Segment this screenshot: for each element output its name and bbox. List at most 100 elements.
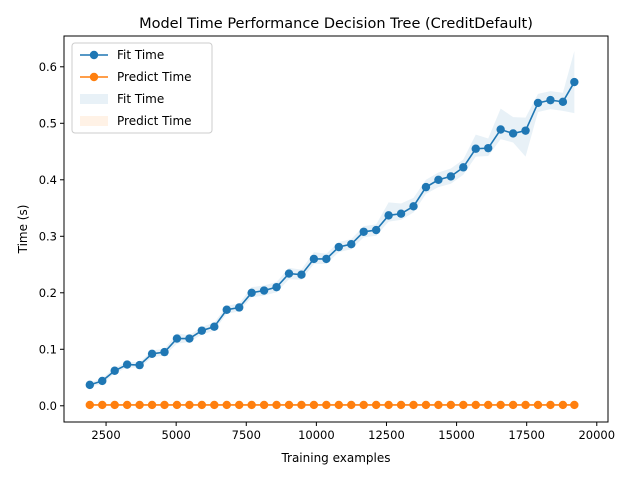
point-series-1-6 [160,400,169,410]
point-series-0-37 [546,95,555,105]
point-series-1-13 [247,400,256,410]
point-series-0-20 [334,242,343,252]
point-series-1-20 [334,400,343,410]
point-series-1-12 [235,400,244,410]
y-tick-label-5: 0.5 [39,116,57,130]
x-axis-label: Training examples [280,451,390,465]
point-series-0-6 [160,347,169,357]
x-tick-label-2: 7500 [232,428,261,442]
legend: Fit Time Predict Time Fit Time Predict Time [71,42,213,134]
point-series-1-28 [434,400,443,410]
point-series-1-24 [384,400,393,410]
point-series-0-33 [496,125,505,134]
point-series-0-17 [297,270,306,279]
point-series-1-21 [347,400,356,410]
point-series-1-10 [210,400,219,410]
point-series-0-24 [384,211,393,220]
point-series-0-22 [359,227,368,236]
legend-label-0: Fit Time [117,48,164,62]
y-tick-label-3: 0.3 [39,229,57,243]
point-series-1-19 [322,400,331,410]
point-series-1-34 [508,400,518,410]
point-series-1-29 [446,400,456,410]
point-series-1-27 [421,400,431,410]
point-series-1-26 [409,400,418,410]
y-axis: 0.0 0.1 0.2 0.3 0.4 0.5 0.6 [39,60,64,413]
legend-label-2: Fit Time [117,92,164,106]
point-series-0-21 [347,240,356,249]
point-series-0-18 [309,254,319,264]
point-series-1-4 [135,400,144,410]
point-series-1-17 [297,400,306,410]
point-series-0-0 [85,380,95,390]
point-series-0-28 [434,175,443,184]
point-series-1-23 [371,400,381,410]
point-series-0-38 [558,97,568,107]
point-series-0-26 [409,202,418,211]
point-series-1-9 [197,400,207,410]
point-series-0-2 [110,366,119,375]
legend-label-3: Predict Time [117,114,192,128]
y-axis-label: Time (s) [16,205,30,255]
point-series-1-5 [147,400,157,410]
point-series-1-33 [496,400,505,410]
point-series-0-27 [421,182,431,192]
point-series-1-38 [558,400,568,410]
x-tick-label-1: 5000 [162,428,191,442]
point-series-0-5 [147,349,157,359]
x-tick-label-5: 15000 [438,428,475,442]
point-series-0-10 [210,322,219,331]
point-series-0-32 [484,143,493,153]
point-series-0-7 [172,334,182,343]
point-series-1-25 [396,400,406,410]
legend-marker-0 [89,50,99,60]
legend-marker-1 [89,72,99,82]
point-series-1-32 [484,400,493,410]
point-series-0-12 [235,303,244,312]
point-series-1-8 [185,400,194,410]
legend-label-1: Predict Time [117,70,192,84]
point-series-1-14 [259,400,269,410]
point-series-1-37 [546,400,555,410]
point-series-0-34 [508,129,518,138]
axes-frame [63,35,609,423]
point-series-0-30 [459,163,468,172]
point-series-0-16 [284,269,294,278]
point-series-1-7 [172,400,182,410]
point-series-1-39 [570,400,579,410]
point-series-1-18 [309,400,319,410]
x-tick-label-6: 17500 [508,428,545,442]
point-series-0-39 [570,77,579,87]
plot-area [85,50,579,410]
point-series-0-31 [471,144,480,153]
x-axis: 2500 5000 7500 10000 12500 15000 17500 20000 [91,422,615,442]
point-series-0-25 [396,209,406,218]
point-series-0-11 [222,305,231,314]
point-series-0-15 [272,282,281,292]
point-series-1-16 [284,400,294,410]
point-series-0-23 [371,225,381,235]
point-series-1-30 [459,400,468,410]
legend-box [71,42,213,134]
x-tick-label-4: 12500 [368,428,405,442]
point-series-1-0 [85,400,95,410]
point-series-0-3 [122,360,132,369]
legend-swatch-2 [80,94,108,104]
point-series-1-35 [521,400,530,410]
point-series-0-14 [259,286,269,295]
point-series-1-11 [222,400,231,410]
point-series-1-1 [98,400,107,410]
x-tick-label-0: 2500 [91,428,120,442]
legend-swatch-3 [80,116,108,126]
point-series-1-22 [359,400,368,410]
x-tick-label-3: 10000 [298,428,335,442]
point-series-0-4 [135,360,144,370]
y-tick-label-2: 0.2 [39,286,57,300]
point-series-1-36 [533,400,543,410]
point-series-0-36 [533,98,543,108]
point-series-0-9 [197,326,207,335]
y-tick-label-6: 0.6 [39,60,57,74]
point-series-0-1 [98,376,107,386]
point-series-0-19 [322,254,331,264]
